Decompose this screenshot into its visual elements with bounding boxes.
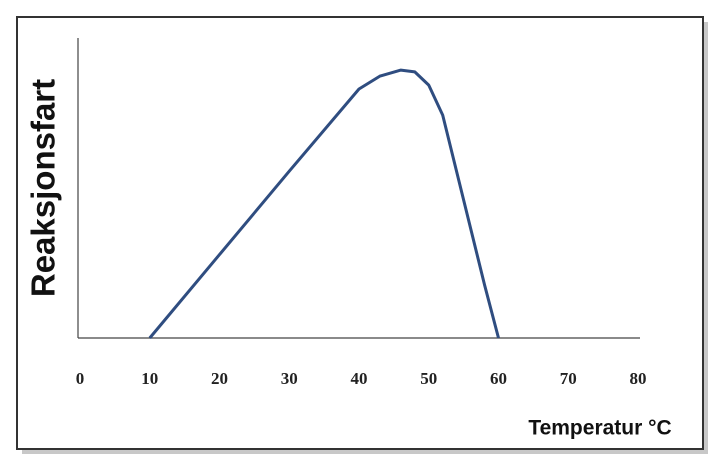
x-tick-label: 10 xyxy=(141,369,158,388)
x-axis-label: Temperatur °C xyxy=(528,417,671,440)
x-tick-label: 40 xyxy=(351,369,368,388)
x-tick-label: 80 xyxy=(630,369,647,388)
x-tick-label: 70 xyxy=(560,369,577,388)
x-tick-label: 20 xyxy=(211,369,228,388)
data-line xyxy=(148,68,500,339)
x-tick-label: 0 xyxy=(76,369,85,388)
x-tick-label: 30 xyxy=(281,369,298,388)
y-axis-label: Reaksjonsfart xyxy=(25,79,62,297)
x-tick-label: 50 xyxy=(420,369,437,388)
x-tick-label: 60 xyxy=(490,369,507,388)
